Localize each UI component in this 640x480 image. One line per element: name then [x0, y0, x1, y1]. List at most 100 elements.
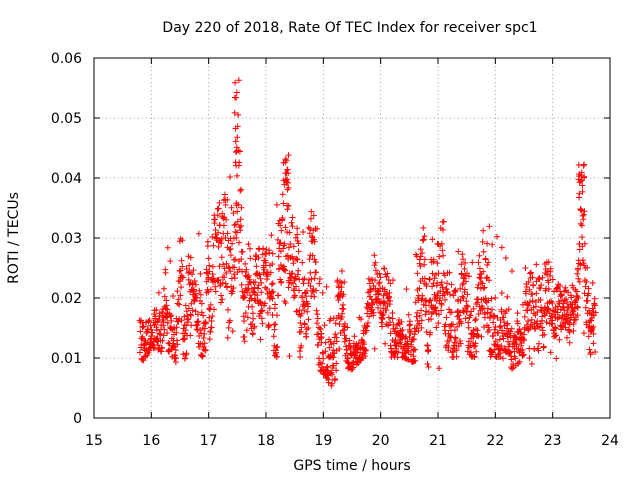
data-point	[294, 256, 301, 263]
data-point	[586, 307, 593, 314]
data-point	[222, 201, 229, 208]
data-point	[319, 289, 326, 296]
data-point	[564, 334, 571, 341]
data-point	[499, 355, 506, 362]
data-point	[524, 307, 531, 314]
data-point	[149, 329, 156, 336]
data-point	[465, 324, 472, 331]
data-point	[504, 293, 511, 300]
data-point	[267, 269, 274, 276]
data-point	[222, 234, 229, 241]
data-point	[562, 296, 569, 303]
data-point	[585, 285, 592, 292]
x-tick-label: 17	[200, 433, 218, 449]
data-point	[175, 296, 182, 303]
data-point	[168, 312, 175, 319]
data-point	[521, 331, 528, 338]
data-point	[228, 204, 235, 211]
data-point	[268, 281, 275, 288]
data-point	[329, 371, 336, 378]
data-point	[577, 206, 584, 213]
data-point	[404, 347, 411, 354]
data-point	[355, 340, 362, 347]
data-point	[475, 311, 482, 318]
data-point	[367, 286, 374, 293]
data-point	[279, 191, 286, 198]
data-point	[269, 280, 276, 287]
data-point	[416, 312, 423, 319]
data-point	[537, 297, 544, 304]
data-point	[587, 351, 594, 358]
x-tick-label: 16	[142, 433, 160, 449]
data-point	[457, 338, 464, 345]
data-point	[162, 269, 169, 276]
data-point	[557, 322, 564, 329]
data-point	[305, 324, 312, 331]
data-point	[421, 275, 428, 282]
data-point	[235, 201, 242, 208]
data-point	[354, 345, 361, 352]
data-point	[201, 340, 208, 347]
data-point	[295, 248, 302, 255]
data-point	[469, 259, 476, 266]
data-point	[459, 293, 466, 300]
data-point	[256, 271, 263, 278]
data-point	[407, 329, 414, 336]
data-point	[241, 294, 248, 301]
data-point	[339, 310, 346, 317]
data-point	[440, 218, 447, 225]
data-point	[329, 380, 336, 387]
data-point	[414, 270, 421, 277]
x-axis-ticks: 15 16 17 18 19 20 21 22 23 24	[85, 58, 619, 449]
data-point	[475, 259, 482, 266]
data-point	[284, 186, 291, 193]
data-point	[301, 321, 308, 328]
data-point	[389, 310, 396, 317]
data-point	[581, 174, 588, 181]
data-point	[303, 326, 310, 333]
data-point	[464, 348, 471, 355]
data-point	[211, 306, 218, 313]
data-point	[548, 321, 555, 328]
data-point	[584, 264, 591, 271]
data-point	[160, 332, 167, 339]
data-point	[282, 156, 289, 163]
data-point	[475, 332, 482, 339]
data-point	[334, 277, 341, 284]
data-point	[323, 283, 330, 290]
data-point	[407, 321, 414, 328]
data-point	[229, 240, 236, 247]
data-point	[517, 330, 524, 337]
data-point	[534, 308, 541, 315]
data-point	[283, 157, 290, 164]
data-point	[161, 326, 168, 333]
data-point	[285, 152, 292, 159]
data-point	[220, 261, 227, 268]
data-point	[477, 275, 484, 282]
data-point	[180, 351, 187, 358]
data-point	[317, 334, 324, 341]
data-point	[362, 347, 369, 354]
data-point	[470, 305, 477, 312]
data-point	[235, 77, 242, 84]
data-point	[490, 332, 497, 339]
data-points	[136, 77, 599, 389]
data-point	[465, 338, 472, 345]
grid-lines	[94, 58, 610, 418]
data-point	[247, 255, 254, 262]
data-point	[202, 346, 209, 353]
data-point	[231, 264, 238, 271]
data-point	[325, 376, 332, 383]
data-point	[341, 338, 348, 345]
data-point	[482, 298, 489, 305]
data-point	[311, 256, 318, 263]
data-point	[341, 326, 348, 333]
data-point	[235, 111, 242, 118]
data-point	[217, 299, 224, 306]
data-point	[505, 306, 512, 313]
data-point	[215, 276, 222, 283]
data-point	[194, 321, 201, 328]
data-point	[460, 294, 467, 301]
data-point	[303, 287, 310, 294]
data-point	[590, 312, 597, 319]
